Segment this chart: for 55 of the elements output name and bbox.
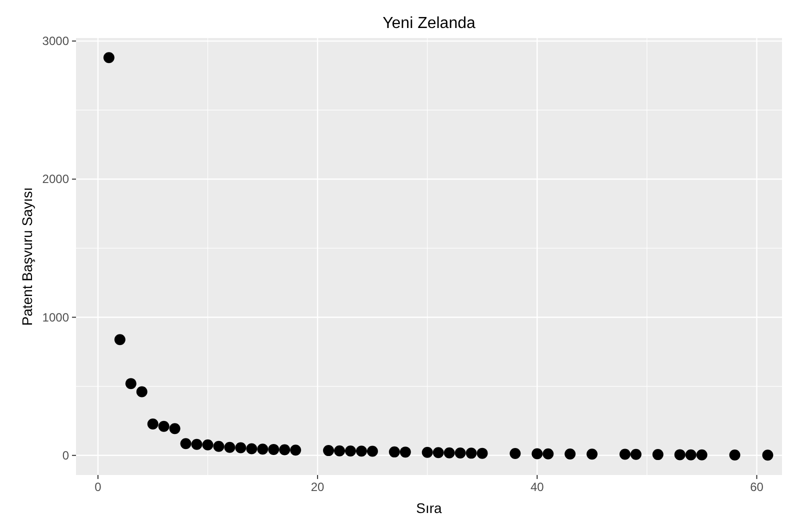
point	[586, 448, 598, 460]
y-tick-label: 1000	[42, 310, 70, 324]
point	[400, 446, 411, 458]
point	[169, 423, 180, 434]
point	[323, 445, 334, 456]
point	[652, 449, 664, 460]
point	[510, 448, 521, 459]
point	[158, 420, 170, 432]
y-tick-label: 0	[62, 448, 70, 462]
x-tick-label: 40	[530, 480, 544, 494]
point	[235, 442, 246, 454]
point	[444, 447, 455, 458]
point	[344, 445, 356, 456]
point	[356, 446, 367, 457]
point	[432, 447, 444, 458]
point	[103, 52, 114, 64]
x-axis-title: Sıra	[416, 500, 442, 516]
point	[685, 449, 696, 460]
x-tick-label: 0	[94, 480, 102, 494]
point	[279, 444, 290, 456]
point	[147, 418, 158, 430]
y-tick-label: 2000	[42, 172, 70, 186]
point	[466, 448, 477, 459]
point	[224, 442, 236, 453]
point	[213, 440, 224, 452]
point	[268, 444, 280, 455]
point	[290, 444, 302, 456]
point	[334, 445, 346, 456]
point	[674, 449, 686, 460]
point	[422, 446, 433, 458]
x-tick-label: 20	[310, 480, 325, 494]
point	[630, 448, 642, 460]
y-axis-title: Patent Başvuru Sayısı	[19, 187, 35, 326]
x-tick-label: 60	[750, 480, 764, 494]
point	[136, 386, 148, 398]
point	[180, 438, 192, 450]
point	[114, 334, 126, 346]
chart-title: Yeni Zelanda	[382, 15, 476, 32]
point	[388, 446, 400, 458]
point	[476, 448, 488, 459]
point	[202, 439, 214, 450]
point	[257, 444, 268, 455]
point	[246, 443, 258, 454]
point	[366, 446, 378, 457]
point	[191, 438, 202, 450]
point	[619, 448, 630, 460]
point	[542, 448, 554, 460]
point	[532, 448, 543, 460]
y-tick-label: 3000	[42, 34, 70, 48]
point	[696, 449, 708, 460]
point	[564, 448, 576, 460]
point	[729, 449, 740, 460]
point	[762, 450, 774, 461]
point	[454, 448, 466, 459]
point	[125, 378, 136, 390]
